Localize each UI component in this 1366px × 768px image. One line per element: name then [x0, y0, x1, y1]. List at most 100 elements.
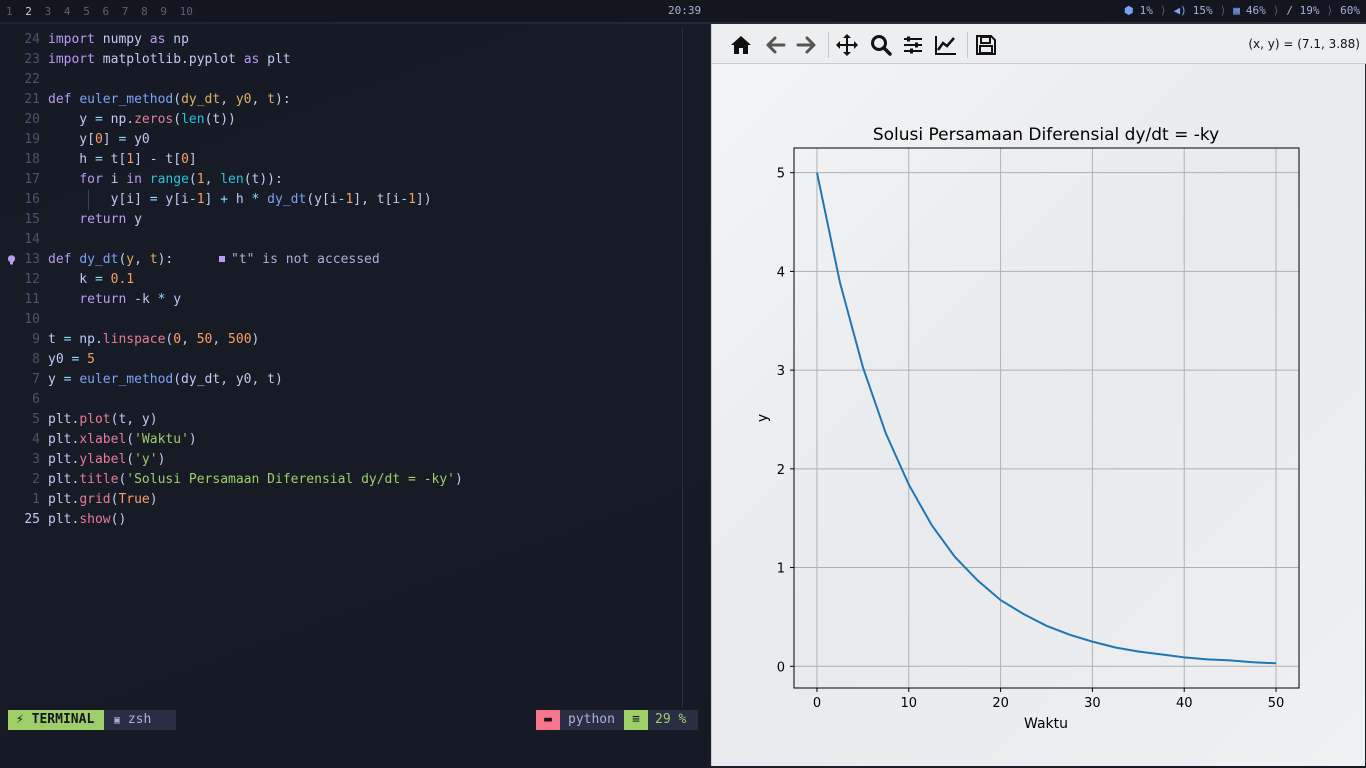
code-area[interactable]: 24 import numpy as np 23 import matplotlib.…: [0, 30, 708, 530]
code-line[interactable]: 5 plt.plot(t, y): [0, 410, 708, 430]
workspace-8[interactable]: 8: [141, 4, 148, 18]
code-line[interactable]: 2 plt.title('Solusi Persamaan Diferensial…: [0, 470, 708, 490]
line-number: 5: [32, 412, 40, 427]
shell-indicator: ▣ zsh: [104, 710, 176, 730]
workspace-3[interactable]: 3: [44, 4, 52, 18]
code-line[interactable]: 18 h = t[1] - t[0]: [0, 150, 708, 170]
line-number: 9: [32, 332, 40, 347]
line-number: 18: [24, 152, 40, 167]
line-number: 19: [24, 132, 40, 147]
stat-value: 60%: [1340, 4, 1360, 17]
line-number: 15: [24, 212, 40, 227]
code-line[interactable]: 17 for i in range(1, len(t)):: [0, 170, 708, 190]
plot-figure[interactable]: 0 10 20 30 40 50 0 1 2 3 4 5 Solusi Persamaan Dife…: [712, 65, 1366, 766]
code-line[interactable]: 11 return -k * y: [0, 290, 708, 310]
code-line[interactable]: 9 t = np.linspace(0, 50, 500): [0, 330, 708, 350]
code-line[interactable]: 7 y = euler_method(dy_dt, y0, t): [0, 370, 708, 390]
lines-icon: ≡: [624, 710, 648, 730]
x-tick-label: 50: [1268, 696, 1285, 711]
code-text: def dy_dt(y, t):: [48, 252, 174, 267]
back-icon[interactable]: [762, 32, 788, 58]
line-number: 20: [24, 112, 40, 127]
code-line[interactable]: 14: [0, 230, 708, 250]
code-line[interactable]: 23 import matplotlib.pyplot as plt: [0, 50, 708, 70]
forward-icon[interactable]: [794, 32, 820, 58]
diagnostic-text: "t" is not accessed: [231, 252, 380, 267]
line-number: 21: [24, 92, 40, 107]
line-number: 24: [24, 32, 40, 47]
line-number: 1: [32, 492, 40, 507]
code-line[interactable]: 20 y = np.zeros(len(t)): [0, 110, 708, 130]
code-editor[interactable]: 24 import numpy as np 23 import matplotlib.…: [0, 24, 710, 768]
filetype-label: python: [560, 710, 624, 730]
line-number: 4: [32, 432, 40, 447]
zoom-icon[interactable]: [868, 32, 894, 58]
workspace-2[interactable]: 2: [25, 4, 32, 18]
code-text: return y: [79, 212, 142, 227]
axes-frame: [793, 147, 1300, 689]
code-text: def euler_method(dy_dt, y0, t):: [48, 92, 291, 107]
chart-series: [816, 172, 1277, 665]
pan-icon[interactable]: [834, 32, 860, 58]
toolbar-separator: [828, 32, 829, 58]
save-icon[interactable]: [973, 32, 999, 58]
workspace-6[interactable]: 6: [102, 4, 110, 18]
code-text: plt.grid(True): [48, 492, 158, 507]
matplotlib-window[interactable]: (x, y) = (7.1, 3.88) 0 10 20 30 40 50 0 1 2 3 4 5 …: [711, 24, 1366, 766]
cursor-coordinates: (x, y) = (7.1, 3.88): [1248, 37, 1360, 51]
line-number: 10: [24, 312, 40, 327]
subplots-icon[interactable]: [900, 32, 926, 58]
workspace-5[interactable]: 5: [83, 4, 90, 18]
shell-icon: ▣: [114, 715, 121, 726]
code-line[interactable]: 10: [0, 310, 708, 330]
memory-icon: ▦: [1233, 4, 1240, 17]
line-chart[interactable]: 0 10 20 30 40 50 0 1 2 3 4 5 Solusi Persamaan Dife…: [712, 65, 1366, 766]
code-text: import matplotlib.pyplot as plt: [48, 52, 291, 67]
stat-value: 1%: [1139, 4, 1153, 17]
line-number: 8: [32, 352, 40, 367]
plot-toolbar: (x, y) = (7.1, 3.88): [712, 24, 1366, 64]
code-line[interactable]: 3 plt.ylabel('y'): [0, 450, 708, 470]
code-text: k = 0.1: [48, 272, 135, 287]
code-text: plt.title('Solusi Persamaan Diferensial …: [48, 472, 463, 487]
code-line[interactable]: 15 return y: [0, 210, 708, 230]
lightbulb-icon[interactable]: [7, 255, 16, 265]
code-line[interactable]: 25 plt.show(): [0, 510, 708, 530]
code-line[interactable]: 4 plt.xlabel('Waktu'): [0, 430, 708, 450]
y-tick-label: 5: [777, 167, 785, 182]
workspace-10[interactable]: 10: [179, 4, 193, 18]
workspace-7[interactable]: 7: [121, 4, 129, 18]
code-text: t = np.linspace(0, 50, 500): [48, 332, 260, 347]
line-number: 13: [24, 252, 40, 267]
code-line[interactable]: 8 y0 = 5: [0, 350, 708, 370]
chart-title: Solusi Persamaan Diferensial dy/dt = -ky: [873, 125, 1219, 145]
code-line[interactable]: 12 k = 0.1: [0, 270, 708, 290]
data-series-line: [816, 172, 1277, 665]
shell-label: zsh: [127, 712, 152, 727]
home-icon[interactable]: [728, 32, 754, 58]
code-text: return -k * y: [79, 292, 182, 307]
stat-separator: ⟩: [1326, 4, 1334, 17]
workspace-4[interactable]: 4: [63, 4, 71, 18]
code-line[interactable]: 24 import numpy as np: [0, 30, 708, 50]
code-line[interactable]: 16 y[i] = y[i-1] + h * dy_dt(y[i-1], t[i…: [0, 190, 708, 210]
y-axis-label: y: [755, 414, 771, 422]
code-line[interactable]: 1 plt.grid(True): [0, 490, 708, 510]
code-line[interactable]: 19 y[0] = y0: [0, 130, 708, 150]
code-text: for i in range(1, len(t)):: [79, 172, 283, 187]
line-number: 25: [24, 512, 40, 527]
x-tick-label: 30: [1084, 696, 1101, 711]
line-number: 17: [24, 172, 40, 187]
edit-axes-icon[interactable]: [933, 32, 959, 58]
code-line[interactable]: 6: [0, 390, 708, 410]
top-bar: 1 2 3 4 5 6 7 8 9 10 20:39 ⬢ 1% ⟩ ◀) 15% ⟩ ▦ 46% ⟩ / 19% ⟩ 6…: [0, 0, 1366, 22]
code-line[interactable]: 21 def euler_method(dy_dt, y0, t):: [0, 90, 708, 110]
code-line[interactable]: 13 def dy_dt(y, t): "t" is not accessed: [0, 250, 708, 270]
code-line[interactable]: 22: [0, 70, 708, 90]
status-line: ⚡ TERMINAL ▣ zsh ▬ python ≡ 29 %: [8, 710, 698, 730]
workspace-1[interactable]: 1: [6, 4, 13, 18]
workspace-9[interactable]: 9: [160, 4, 167, 18]
code-text: y[0] = y0: [48, 132, 150, 147]
code-text: y0 = 5: [48, 352, 95, 367]
stat-separator: ⟩: [1272, 4, 1280, 17]
